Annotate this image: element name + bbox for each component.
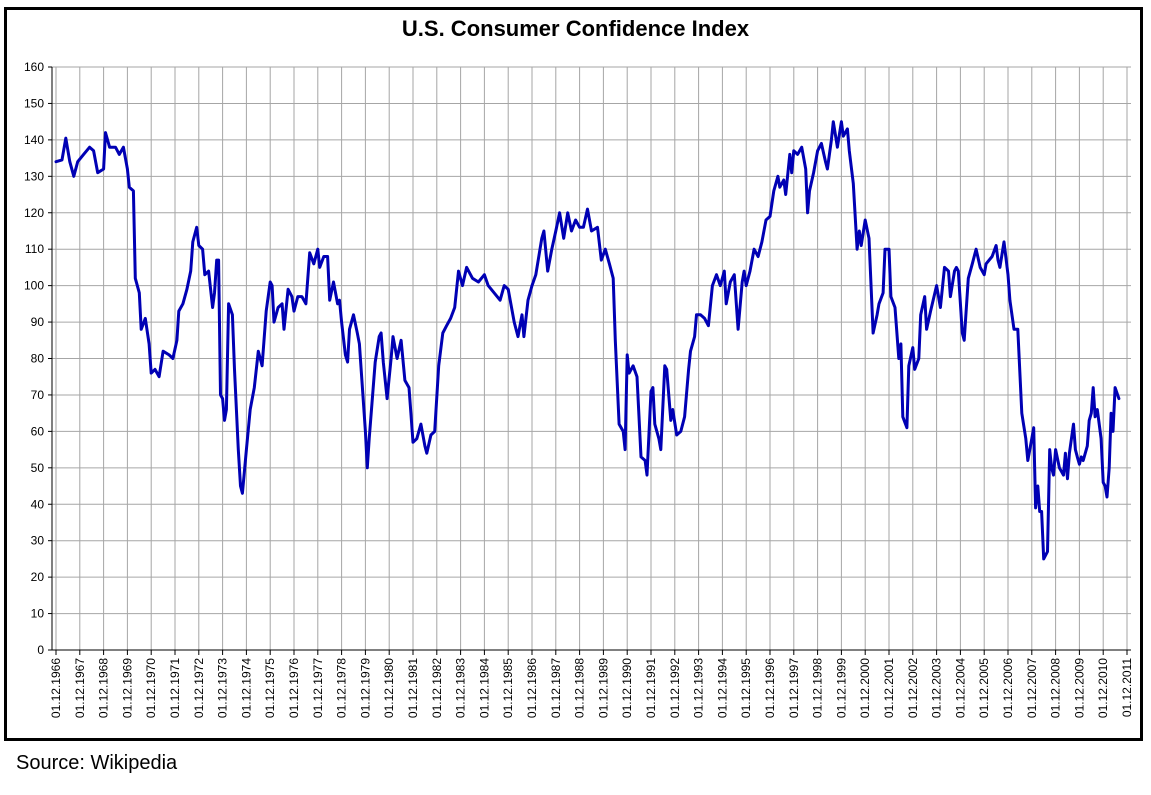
- x-tick-label: 01.12.2002: [906, 658, 920, 718]
- x-tick-label: 01.12.1986: [525, 658, 539, 718]
- x-tick-label: 01.12.1985: [501, 658, 515, 718]
- y-tick-label: 30: [31, 534, 45, 548]
- x-tick-label: 01.12.2004: [953, 658, 967, 718]
- x-tick-label: 01.12.1993: [692, 658, 706, 718]
- y-tick-label: 110: [25, 242, 44, 256]
- x-tick-label: 01.12.1972: [192, 658, 206, 718]
- x-tick-label: 01.12.1988: [573, 658, 587, 718]
- y-tick-label: 20: [31, 570, 45, 584]
- y-tick-label: 90: [31, 315, 45, 329]
- y-tick-label: 70: [31, 388, 45, 402]
- grid-lines: [52, 66, 1131, 651]
- y-tick-label: 80: [31, 352, 45, 366]
- x-tick-label: 01.12.2010: [1096, 658, 1110, 718]
- x-axis-ticks: 01.12.1966 01.12.1967 01.12.1968 01.12.1969…: [49, 658, 1134, 718]
- series-layer: [54, 120, 1121, 561]
- y-axis-ticks: 0 10 20 30 40 50 60 70 80 90 100 110 120 130 140 150 160: [24, 60, 44, 657]
- y-tick-label: 120: [24, 206, 44, 220]
- x-tick-label: 01.12.1997: [787, 658, 801, 718]
- x-tick-label: 01.12.1998: [811, 658, 825, 718]
- x-tick-label: 01.12.2000: [858, 658, 872, 718]
- x-tick-label: 01.12.2003: [930, 658, 944, 718]
- x-tick-label: 01.12.1969: [120, 658, 134, 718]
- y-tick-label: 100: [24, 279, 44, 293]
- x-tick-label: 01.12.2001: [882, 658, 896, 718]
- x-tick-label: 01.12.1971: [168, 658, 182, 718]
- x-tick-label: 01.12.1989: [596, 658, 610, 718]
- y-tick-label: 50: [31, 461, 45, 475]
- x-tick-label: 01.12.1991: [644, 658, 658, 718]
- x-tick-label: 01.12.1982: [430, 658, 444, 718]
- x-tick-label: 01.12.1981: [406, 658, 420, 718]
- x-tick-label: 01.12.1966: [49, 658, 63, 718]
- x-tick-label: 01.12.1973: [216, 658, 230, 718]
- x-tick-label: 01.12.1975: [263, 658, 277, 718]
- x-tick-label: 01.12.1970: [144, 658, 158, 718]
- x-tick-label: 01.12.1979: [358, 658, 372, 718]
- x-tick-label: 01.12.1987: [549, 658, 563, 718]
- x-tick-label: 01.12.1974: [239, 658, 253, 718]
- x-tick-label: 01.12.1994: [715, 658, 729, 718]
- x-tick-label: 01.12.1967: [73, 658, 87, 718]
- x-tick-label: 01.12.1992: [668, 658, 682, 718]
- x-tick-label: 01.12.2007: [1025, 658, 1039, 718]
- x-tick-label: 01.12.1983: [454, 658, 468, 718]
- chart-title: U.S. Consumer Confidence Index: [401, 16, 750, 41]
- source-note: Source: Wikipedia: [16, 752, 178, 774]
- y-tick-label: 60: [31, 424, 45, 438]
- x-tick-label: 01.12.2005: [977, 658, 991, 718]
- y-tick-label: 10: [31, 607, 45, 621]
- x-tick-label: 01.12.2009: [1072, 658, 1086, 718]
- x-tick-label: 01.12.1990: [620, 658, 634, 718]
- y-tick-label: 140: [24, 133, 44, 147]
- x-tick-label: 01.12.1984: [477, 658, 491, 718]
- x-tick-label: 01.12.1977: [311, 658, 325, 718]
- x-tick-label: 01.12.1995: [739, 658, 753, 718]
- x-tick-label: 01.12.2008: [1049, 658, 1063, 718]
- y-tick-label: 130: [24, 169, 44, 183]
- chart-frame: [4, 7, 1143, 741]
- x-tick-label: 01.12.2006: [1001, 658, 1015, 718]
- y-tick-label: 40: [31, 497, 45, 511]
- y-tick-label: 0: [37, 643, 44, 657]
- x-tick-label: 01.12.1978: [335, 658, 349, 718]
- x-tick-label: 01.12.1980: [382, 658, 396, 718]
- x-tick-label: 01.12.1968: [97, 658, 111, 718]
- y-tick-label: 160: [24, 60, 44, 74]
- axes: [48, 66, 1131, 655]
- x-tick-label: 01.12.1976: [287, 658, 301, 718]
- x-tick-label: 01.12.2011: [1120, 658, 1134, 717]
- x-tick-label: 01.12.1999: [834, 658, 848, 718]
- x-tick-label: 01.12.1996: [763, 658, 777, 718]
- y-tick-label: 150: [24, 96, 44, 110]
- series-line: [54, 120, 1121, 561]
